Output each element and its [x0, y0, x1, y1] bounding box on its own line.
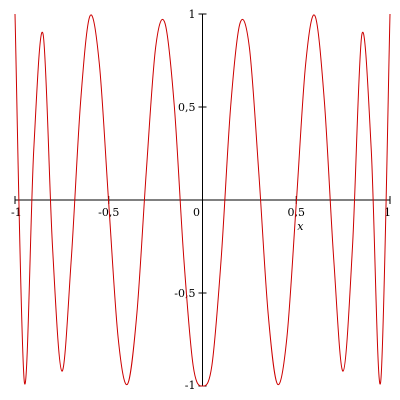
y-tick-label: -0,5 — [174, 287, 195, 300]
x-tick-label: 0 — [193, 206, 200, 219]
tick-labels: -1 -0,5 0 0,5 1 -1 -0,5 0,5 1 — [11, 8, 391, 392]
x-axis-label: x — [297, 220, 304, 233]
y-tick-label: 1 — [189, 8, 196, 21]
x-tick-label: -1 — [11, 206, 22, 219]
y-tick-label: 0,5 — [178, 101, 196, 114]
x-tick-label: 1 — [384, 206, 391, 219]
y-tick-label: -1 — [185, 379, 196, 392]
x-tick-label: 0,5 — [288, 206, 306, 219]
x-tick-label: -0,5 — [98, 206, 119, 219]
function-curve — [14, 13, 391, 387]
